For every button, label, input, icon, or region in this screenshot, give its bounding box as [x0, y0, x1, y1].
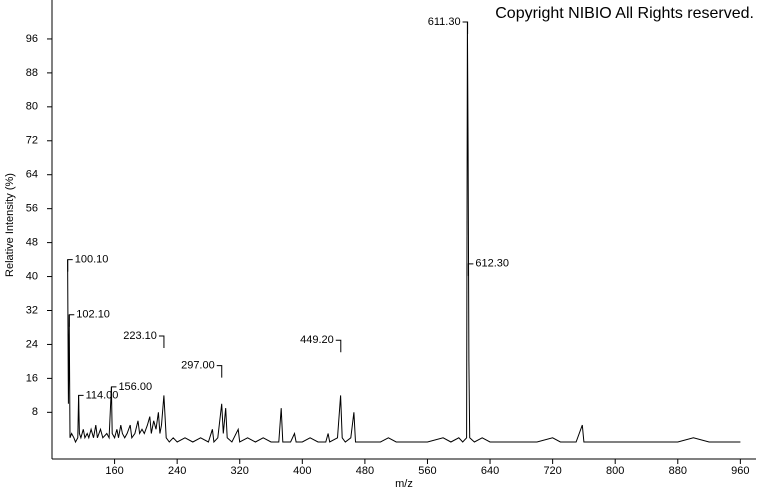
- y-tick-label: 16: [26, 372, 38, 384]
- peak-bracket: [335, 339, 342, 353]
- peak-bracket: [216, 365, 223, 378]
- copyright: Copyright NIBIO All Rights reserved.: [495, 5, 754, 22]
- x-tick-label: 400: [293, 465, 311, 477]
- x-tick-label: 320: [231, 465, 249, 477]
- peak-label: 223.10: [123, 330, 157, 342]
- peak-label: 102.10: [76, 309, 110, 321]
- peak-label: 156.00: [118, 381, 152, 393]
- y-tick-label: 64: [26, 169, 38, 181]
- peak-bracket: [462, 21, 469, 34]
- y-tick-label: 40: [26, 270, 38, 282]
- y-tick-label: 96: [26, 33, 38, 45]
- x-tick-label: 480: [356, 465, 374, 477]
- y-tick-label: 88: [26, 67, 38, 79]
- y-tick-label: 48: [26, 237, 38, 249]
- x-tick-label: 880: [669, 465, 687, 477]
- peak-bracket: [78, 394, 84, 408]
- y-tick-label: 80: [26, 101, 38, 113]
- y-tick-label: 72: [26, 135, 38, 147]
- peak-bracket: [467, 263, 474, 276]
- x-tick-label: 560: [418, 465, 436, 477]
- peak-bracket: [67, 259, 73, 272]
- peak-label: 449.20: [300, 334, 334, 346]
- y-tick-label: 8: [32, 406, 38, 418]
- x-tick-label: 640: [481, 465, 499, 477]
- peak-label: 611.30: [428, 16, 461, 28]
- x-tick-label: 240: [168, 465, 186, 477]
- peak-label: 114.00: [86, 389, 119, 401]
- x-tick-label: 960: [731, 465, 749, 477]
- x-axis-label: m/z: [395, 478, 413, 490]
- peak-label: 612.30: [475, 258, 509, 270]
- y-axis-label: Relative Intensity (%): [4, 173, 16, 277]
- spectrum-line: [67, 21, 741, 444]
- x-tick-label: 720: [543, 465, 561, 477]
- x-tick-label: 160: [105, 465, 123, 477]
- y-tick-label: 56: [26, 203, 38, 215]
- peak-label: 100.10: [75, 253, 109, 265]
- peak-bracket: [68, 314, 75, 327]
- peak-label: 297.00: [181, 360, 215, 372]
- y-tick-label: 32: [26, 304, 38, 316]
- peak-bracket: [110, 386, 117, 399]
- x-tick-label: 800: [606, 465, 624, 477]
- y-tick-label: 24: [26, 338, 38, 350]
- peak-bracket: [158, 335, 165, 348]
